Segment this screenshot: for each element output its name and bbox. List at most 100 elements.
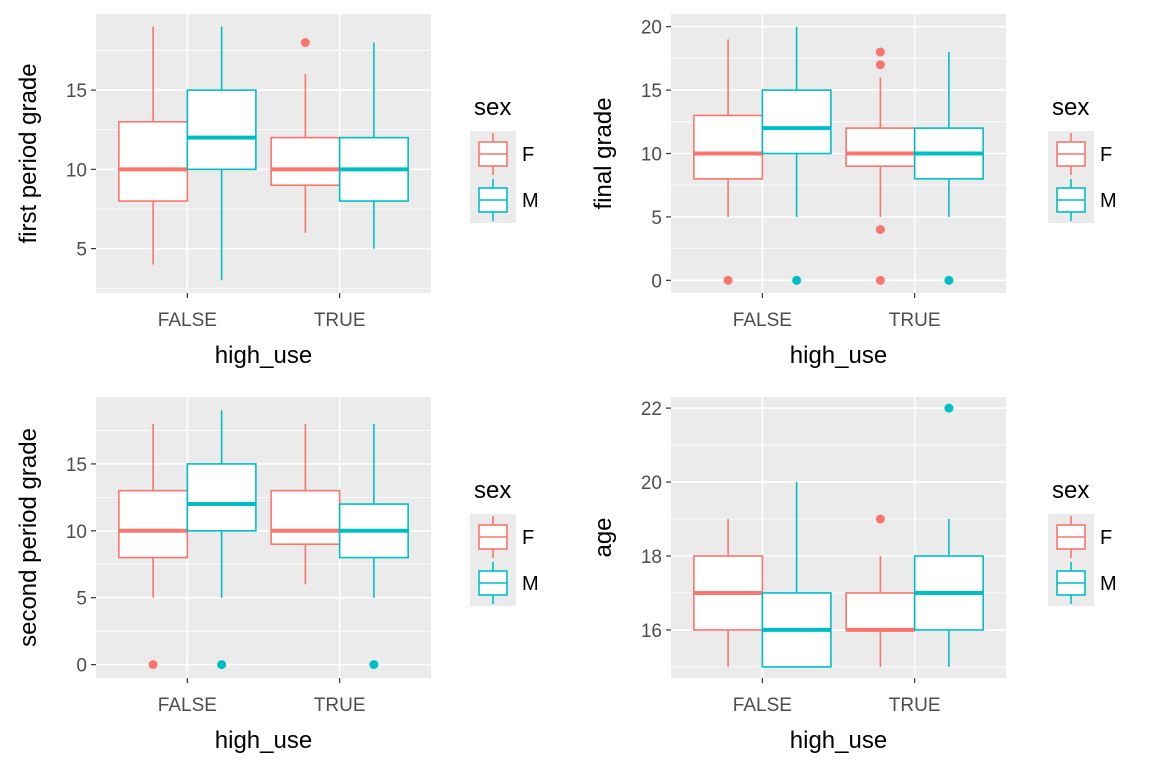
y-tick-label: 20 [641,18,662,39]
legend-label: F [1100,527,1112,549]
legend-key-M [1048,177,1094,223]
legend-title: sex [474,94,511,121]
legend: sex F M [470,94,539,223]
box-F-FALSE [693,519,764,667]
y-tick-label: 10 [641,145,662,166]
box-body [186,463,257,532]
box-M-FALSE [761,482,832,668]
x-tick-label: FALSE [733,695,792,716]
box-body [845,127,916,167]
y-tick-label: 10 [66,522,87,543]
y-tick-label: 20 [641,473,662,494]
box-body [845,592,916,631]
box-M-FALSE [186,26,257,281]
outlier-point [792,275,802,285]
legend-key-F [1048,514,1094,560]
y-tick-label: 15 [66,81,87,102]
outlier-point [875,47,885,57]
y-tick-label: 18 [641,547,662,568]
legend-key-M [1048,560,1094,606]
y-axis-title: age [590,517,617,557]
y-tick-label: 22 [641,399,662,420]
box-body [270,489,341,545]
legend-title: sex [474,477,511,504]
legend-key-M [470,560,516,606]
outlier-point [148,660,158,670]
legend-label: M [1100,573,1117,595]
x-axis-title: high_use [215,727,312,754]
box-F-TRUE [270,38,341,233]
x-tick-label: FALSE [733,310,792,331]
y-tick-label: 15 [66,455,87,476]
y-axis-title: second period grade [15,428,42,647]
outlier-point [723,275,733,285]
legend-label: F [522,144,534,166]
outlier-point [300,38,310,48]
outlier-point [369,660,379,670]
box-F-TRUE [845,47,916,285]
outlier-point [944,403,954,413]
legend-key-M [470,177,516,223]
x-axis-title: high_use [790,342,887,369]
legend-label: F [1100,144,1112,166]
outlier-point [875,275,885,285]
legend: sex F M [1048,477,1117,606]
box-M-TRUE [338,42,409,249]
outlier-point [875,60,885,70]
outlier-point [875,225,885,235]
y-tick-label: 10 [66,160,87,181]
legend-key-F [470,514,516,560]
y-tick-label: 0 [76,656,87,677]
x-tick-label: FALSE [158,310,217,331]
legend-label: M [522,190,539,212]
outlier-point [944,275,954,285]
y-tick-label: 16 [641,621,662,642]
y-axis-title: final grade [590,97,617,209]
box-M-FALSE [761,26,832,285]
box-F-FALSE [118,26,189,265]
y-tick-label: 5 [76,240,87,261]
legend: sex F M [470,477,539,606]
x-axis-title: high_use [790,727,887,754]
box-body [118,489,189,559]
x-tick-label: TRUE [314,695,366,716]
legend-title: sex [1052,477,1089,504]
y-tick-label: 5 [76,589,87,610]
y-axis-title: first period grade [15,63,42,243]
legend: sex F M [1048,94,1117,223]
y-tick-label: 15 [641,81,662,102]
box-body [186,89,257,171]
legend-key-F [1048,131,1094,177]
box-M-TRUE [338,423,409,670]
box-body [693,114,764,180]
x-tick-label: FALSE [158,695,217,716]
legend-key-F [470,131,516,177]
box-M-TRUE [913,403,984,667]
box-F-TRUE [845,514,916,667]
legend-title: sex [1052,94,1089,121]
box-F-TRUE [270,423,341,585]
box-F-FALSE [693,39,764,285]
legend-label: F [522,527,534,549]
outlier-point [875,514,885,524]
panel-background [671,397,1006,678]
box-body [270,136,341,187]
x-tick-label: TRUE [889,310,941,331]
legend-label: M [1100,190,1117,212]
x-tick-label: TRUE [889,695,941,716]
y-tick-label: 5 [651,208,662,229]
box-M-FALSE [186,410,257,670]
outlier-point [217,660,227,670]
y-tick-label: 0 [651,271,662,292]
box-body [761,89,832,155]
box-F-FALSE [118,423,189,670]
legend-label: M [522,573,539,595]
box-M-TRUE [913,52,984,285]
x-tick-label: TRUE [314,310,366,331]
box-body [118,120,189,202]
